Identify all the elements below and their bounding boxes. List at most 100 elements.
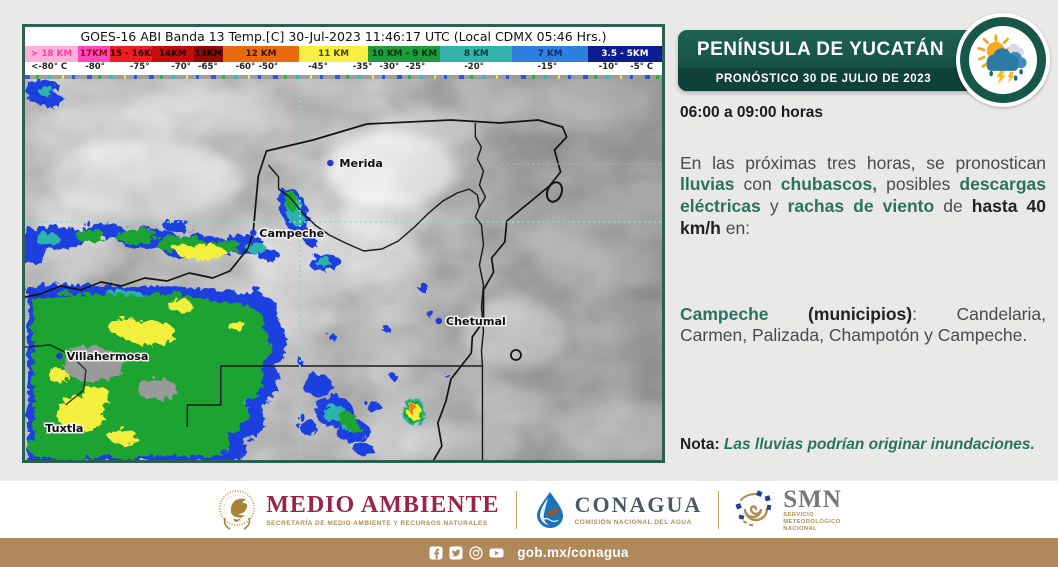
smn-subtitle-line3: NACIONAL bbox=[783, 525, 818, 532]
satellite-title: GOES-16 ABI Banda 13 Temp.[C] 30-Jul-202… bbox=[80, 29, 607, 44]
city-label: Tuxtla bbox=[45, 422, 83, 435]
text-segment: hasta 40 km/h bbox=[680, 196, 1046, 238]
smn-title: SMN bbox=[783, 485, 842, 513]
footer-divider bbox=[718, 490, 720, 529]
text-segment: : Candelaria, Carmen, Palizada, Champotó… bbox=[680, 303, 1046, 346]
conagua-title: CONAGUA bbox=[574, 491, 703, 517]
forecast-date-strip: PRONÓSTICO 30 DE JULIO DE 2023 bbox=[678, 68, 1041, 91]
smn-subtitle-line2: METEOROLÓGICO bbox=[783, 518, 841, 525]
city-dot bbox=[435, 317, 443, 325]
city-label: Campeche bbox=[259, 227, 324, 240]
temp-label: -60° bbox=[235, 62, 256, 72]
scale-segment: > 18 KM bbox=[25, 46, 78, 62]
state-borders-layer bbox=[25, 123, 487, 460]
semarnat-subtitle: SECRETARÍA DE MEDIO AMBIENTE Y RECURSOS … bbox=[266, 519, 488, 527]
conagua-subtitle: COMISIÓN NACIONAL DEL AGUA bbox=[574, 518, 692, 526]
scale-segment: 7 KM bbox=[512, 46, 589, 62]
city-dot bbox=[249, 229, 257, 237]
crosshair-lines bbox=[25, 75, 662, 460]
semarnat-logo-block: MEDIO AMBIENTE SECRETARÍA DE MEDIO AMBIE… bbox=[216, 488, 499, 532]
scale-segment: 15 - 16KM bbox=[109, 46, 152, 62]
forecast-paragraph: En las próximas tres horas, se pronostic… bbox=[680, 153, 1046, 240]
text-segment: posibles bbox=[877, 174, 960, 195]
satellite-map-svg: Merida Campeche Chetumal Villahermosa Tuxtla bbox=[25, 75, 662, 460]
text-segment: lluvias bbox=[680, 174, 735, 195]
smn-wind-spiral-icon bbox=[735, 489, 772, 526]
scale-segment: 11 KM bbox=[298, 46, 369, 62]
text-segment: y bbox=[760, 196, 788, 217]
scale-segment: 8 KM bbox=[440, 46, 513, 62]
scale-segment: 3.5 - 5KM bbox=[588, 46, 662, 62]
text-segment: (municipios) bbox=[768, 303, 913, 324]
gob-mx-bar: gob.mx/conagua bbox=[0, 538, 1058, 567]
lightning-bolts-icon bbox=[996, 70, 1015, 85]
instagram-icon[interactable] bbox=[469, 545, 483, 560]
temp-label: -25° bbox=[405, 62, 426, 72]
storm-weather-icon bbox=[977, 34, 1027, 85]
temp-label: -45° bbox=[308, 62, 328, 72]
coastline-layer bbox=[25, 119, 568, 460]
temp-label: -30° bbox=[379, 62, 400, 72]
temp-label: -35° bbox=[352, 62, 373, 72]
pixel-noise-strip bbox=[25, 75, 662, 79]
conagua-logo-block: CONAGUA COMISIÓN NACIONAL DEL AGUA bbox=[533, 490, 703, 530]
city-dot bbox=[56, 352, 63, 360]
conagua-drop-icon bbox=[536, 491, 563, 528]
temp-label: -15° bbox=[537, 62, 558, 72]
temp-label: -70° bbox=[171, 62, 191, 72]
time-range-heading: 06:00 a 09:00 horas bbox=[680, 104, 824, 121]
city-dot bbox=[327, 159, 334, 167]
temp-label: -5° C bbox=[630, 62, 654, 72]
satellite-image: Merida Campeche Chetumal Villahermosa Tuxtla bbox=[25, 75, 662, 460]
front-cloud-icon bbox=[986, 48, 1019, 71]
smn-subtitle-line1: SERVICIO bbox=[783, 511, 815, 518]
mexico-eagle-seal-icon bbox=[219, 489, 256, 530]
note-paragraph: Nota: Las lluvias podrían originar inund… bbox=[680, 435, 1046, 454]
temp-label: -50° bbox=[258, 62, 279, 72]
text-segment: chubascos, bbox=[780, 174, 878, 195]
temp-label: -20° bbox=[464, 62, 484, 72]
smn-logo-block: SMN SERVICIO METEOROLÓGICO NACIONAL bbox=[735, 487, 842, 533]
facebook-icon[interactable] bbox=[429, 546, 443, 560]
scale-segment: 14KM bbox=[151, 46, 194, 62]
city-labels-layer: Merida Campeche Chetumal Villahermosa Tuxtla bbox=[44, 156, 508, 437]
scale-segment: 12 KM bbox=[223, 46, 299, 62]
scale-segment: 13KM bbox=[193, 46, 224, 62]
temp-label: <-80° C bbox=[31, 62, 68, 72]
scale-segment: 17KM bbox=[77, 46, 110, 62]
city-label: Villahermosa bbox=[67, 350, 149, 363]
temp-label: -80° bbox=[85, 62, 105, 72]
footer-divider bbox=[515, 490, 517, 529]
city-label: Merida bbox=[339, 157, 382, 170]
twitter-icon[interactable] bbox=[449, 546, 463, 560]
gob-mx-url[interactable]: gob.mx/conagua bbox=[517, 545, 629, 560]
social-icons bbox=[429, 545, 504, 560]
institutional-footer: MEDIO AMBIENTE SECRETARÍA DE MEDIO AMBIE… bbox=[0, 481, 1058, 538]
temp-label: -65° bbox=[198, 62, 218, 72]
rain-drops-icon bbox=[989, 69, 1023, 81]
satellite-map-frame: GOES-16 ABI Banda 13 Temp.[C] 30-Jul-202… bbox=[22, 24, 665, 463]
forecast-header-badge: PENÍNSULA DE YUCATÁN PRONÓSTICO 30 DE JU… bbox=[678, 30, 1041, 91]
text-segment: En las próximas tres horas, se pronostic… bbox=[680, 152, 1046, 173]
temp-label: -75° bbox=[129, 62, 150, 72]
text-segment: en: bbox=[720, 217, 751, 238]
region-title: PENÍNSULA DE YUCATÁN bbox=[696, 39, 945, 60]
text-segment: Nota: bbox=[680, 435, 724, 453]
text-segment: rachas de viento bbox=[787, 196, 935, 217]
municipios-paragraph: Campeche (municipios): Candelaria, Carme… bbox=[680, 304, 1046, 348]
semarnat-title: MEDIO AMBIENTE bbox=[266, 491, 500, 518]
temperature-scale: <-80° C -80° -75° -70° -65° -60° -50° -45° -35° -… bbox=[25, 62, 662, 75]
weather-icon-badge bbox=[956, 13, 1050, 107]
text-segment: descargas eléctricas bbox=[680, 174, 1046, 217]
temp-label: -10° bbox=[598, 62, 619, 72]
forecast-date: PRONÓSTICO 30 DE JULIO DE 2023 bbox=[715, 73, 932, 85]
text-segment: de bbox=[934, 196, 972, 217]
youtube-icon[interactable] bbox=[489, 546, 504, 560]
city-label: Chetumal bbox=[446, 315, 506, 328]
text-segment: Campeche bbox=[680, 303, 769, 324]
text-segment: con bbox=[734, 174, 781, 195]
text-segment: Las lluvias podrían originar inundacione… bbox=[723, 435, 1035, 453]
scale-segment: 10 KM - 9 KM bbox=[368, 46, 441, 62]
